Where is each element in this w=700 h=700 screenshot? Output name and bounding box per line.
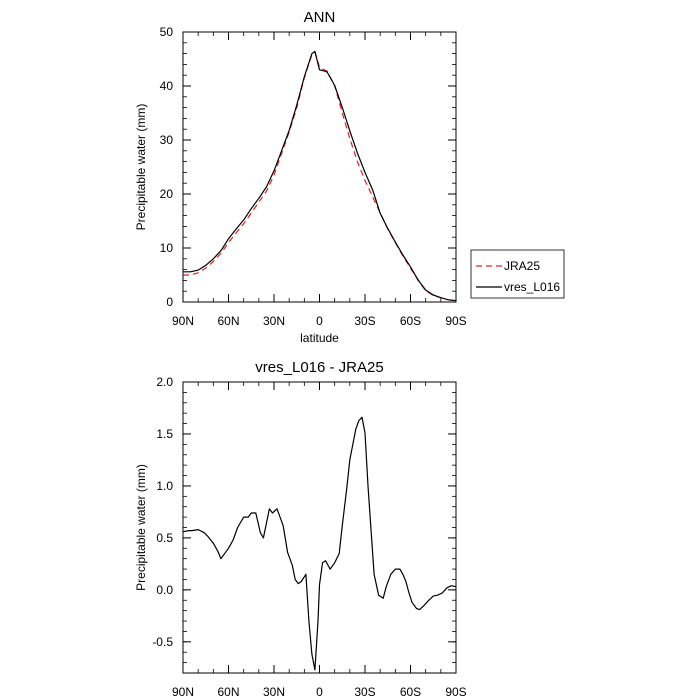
x-tick-label: 30S: [354, 314, 375, 328]
y-tick-label: 0.0: [156, 583, 173, 597]
x-tick-label: 60N: [217, 685, 239, 699]
series-line-vres-l016: [183, 50, 457, 302]
x-tick-label: 30S: [354, 685, 375, 699]
x-tick-label: 90N: [172, 314, 194, 328]
x-tick-label: 90S: [445, 314, 466, 328]
x-axis-label: latitude: [300, 331, 339, 345]
y-tick-label: 0: [166, 295, 173, 309]
y-tick-label: 30: [160, 133, 174, 147]
series-line-jra25: [183, 51, 457, 302]
y-tick-label: 0.5: [156, 531, 173, 545]
x-tick-label: 60N: [217, 314, 239, 328]
y-tick-label: -0.5: [152, 635, 173, 649]
legend-box: [470, 249, 565, 299]
y-tick-label: 10: [160, 241, 174, 255]
x-tick-label: 30N: [263, 314, 285, 328]
x-tick-label: 90N: [172, 685, 194, 699]
legend-label: JRA25: [504, 259, 540, 273]
chart-title: ANN: [304, 9, 336, 26]
legend: JRA25 vres_L016: [470, 249, 565, 299]
y-tick-label: 1.0: [156, 479, 173, 493]
y-tick-label: 50: [160, 25, 174, 39]
series-line-vres-l016-jra25: [182, 416, 457, 671]
y-tick-label: 2.0: [156, 375, 173, 389]
x-tick-label: 0: [316, 314, 323, 328]
y-tick-label: 20: [160, 187, 174, 201]
y-tick-label: 1.5: [156, 427, 173, 441]
y-axis-label: Precipitable water (mm): [134, 104, 148, 231]
plot-frame: [182, 31, 457, 303]
x-tick-label: 60S: [400, 685, 421, 699]
x-tick-label: 60S: [400, 314, 421, 328]
y-tick-label: 40: [160, 79, 174, 93]
plot-frame: [182, 381, 457, 674]
chart-panel-2: vres_L016 - JRA25 90N 60N 30N 0 30S 60S 90S -0.5…: [134, 359, 467, 699]
x-tick-label: 0: [316, 685, 323, 699]
chart-title: vres_L016 - JRA25: [255, 359, 383, 376]
chart-panel-1: ANN 90N 60N 30N 0 30S 60S 90S 0 10 20 30 40 50 latitud…: [134, 9, 565, 345]
x-tick-label: 90S: [445, 685, 466, 699]
y-axis-label: Precipitable water (mm): [134, 464, 148, 591]
legend-label: vres_L016: [504, 280, 560, 294]
x-tick-label: 30N: [263, 685, 285, 699]
